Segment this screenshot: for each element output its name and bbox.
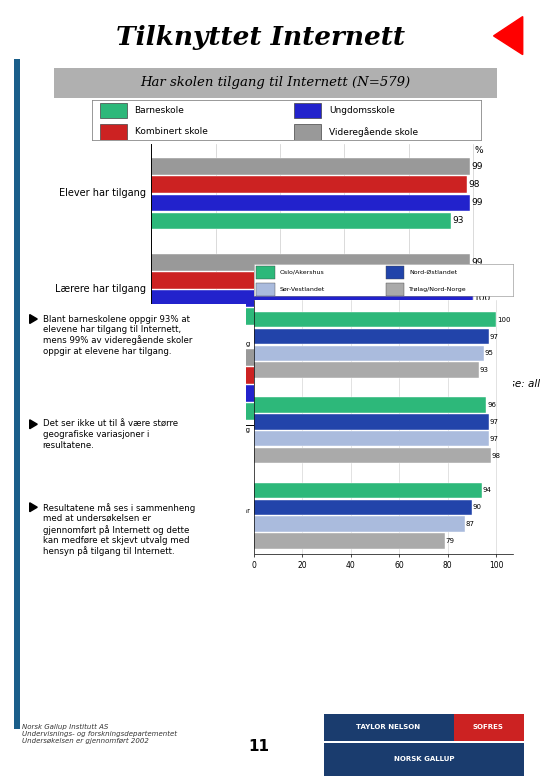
Text: NORSK GALLUP: NORSK GALLUP (394, 757, 454, 763)
Bar (151, 194, 470, 211)
Text: 87: 87 (433, 407, 444, 416)
Text: 99: 99 (471, 257, 483, 267)
Text: Norsk Gallup Institutt AS
Undervisnings- og forskningsdepartementet
Undersøkelse: Norsk Gallup Institutt AS Undervisnings-… (22, 724, 177, 744)
Bar (151, 212, 450, 229)
Text: 11: 11 (249, 739, 269, 754)
Text: 94: 94 (482, 488, 491, 494)
Text: 100: 100 (497, 317, 510, 323)
Text: Trølag/Nord-Norge: Trølag/Nord-Norge (409, 287, 467, 292)
Text: %: % (475, 146, 483, 154)
Text: 94: 94 (455, 389, 467, 398)
Polygon shape (494, 16, 523, 55)
Text: Administrasjon har
tilgang: Administrasjon har tilgang (184, 509, 250, 522)
Text: 79: 79 (446, 538, 455, 544)
Text: 100: 100 (475, 294, 491, 303)
Polygon shape (30, 314, 37, 324)
Text: 98: 98 (468, 180, 480, 190)
Text: 90: 90 (472, 504, 482, 510)
Bar (254, 516, 464, 532)
Bar (151, 290, 473, 307)
Text: Har skolen tilgang til Internett (N=579): Har skolen tilgang til Internett (N=579) (140, 76, 410, 89)
Text: 97: 97 (489, 436, 498, 441)
Bar (151, 367, 441, 384)
Bar (254, 414, 489, 430)
Text: Lærere har tilgang: Lærere har tilgang (185, 427, 250, 433)
Text: 99: 99 (471, 198, 483, 207)
Bar (254, 534, 445, 548)
Text: 90: 90 (442, 371, 454, 380)
Text: Barneskole: Barneskole (134, 106, 185, 115)
Bar (254, 346, 484, 361)
Bar (151, 176, 467, 193)
Bar (254, 312, 496, 328)
Text: 95: 95 (485, 350, 494, 356)
Text: Administrasjon
har tilgang: Administrasjon har tilgang (73, 373, 146, 395)
Bar (254, 397, 487, 413)
Bar (256, 266, 274, 278)
Text: Elever har tilgang: Elever har tilgang (188, 342, 250, 347)
Text: TAYLOR NELSON: TAYLOR NELSON (356, 725, 420, 731)
Polygon shape (30, 503, 37, 512)
Text: 97: 97 (489, 334, 498, 339)
Bar (324, 714, 454, 741)
Text: 87: 87 (465, 521, 474, 527)
Text: 96: 96 (487, 402, 496, 408)
Bar (254, 329, 489, 344)
Text: 98: 98 (468, 275, 480, 285)
Bar (99, 124, 127, 140)
Bar (294, 103, 321, 119)
Text: Det ser ikke ut til å være større
geografiske variasjoner i
resultatene.: Det ser ikke ut til å være større geogra… (43, 420, 178, 449)
Text: 93: 93 (452, 216, 463, 225)
Bar (386, 283, 404, 296)
Text: Ungdomsskole: Ungdomsskole (329, 106, 395, 115)
Bar (254, 363, 479, 378)
Bar (454, 714, 524, 741)
Bar (254, 448, 491, 463)
Bar (324, 743, 524, 776)
Text: Lærere har tilgang: Lærere har tilgang (56, 284, 146, 293)
Bar (254, 483, 482, 498)
Bar (99, 103, 127, 119)
Text: Base: alle: Base: alle (496, 379, 540, 389)
Bar (151, 158, 470, 176)
Text: Sør-Vestlandet: Sør-Vestlandet (280, 287, 325, 292)
Text: 89: 89 (439, 353, 450, 362)
Bar (254, 431, 489, 446)
Text: Tilknyttet Internett: Tilknyttet Internett (116, 24, 405, 50)
Text: Kombinert skole: Kombinert skole (134, 127, 207, 136)
Text: 97: 97 (489, 419, 498, 425)
Text: SOFRES: SOFRES (472, 725, 503, 731)
Bar (151, 254, 470, 271)
Bar (151, 271, 467, 289)
Text: Blant barneskolene oppgir 93% at
elevene har tilgang til Internett,
mens 99% av : Blant barneskolene oppgir 93% at elevene… (43, 314, 192, 356)
Polygon shape (30, 420, 37, 429)
Text: Resultatene må ses i sammenheng
med at undersøkelsen er
gjennomført på Internett: Resultatene må ses i sammenheng med at u… (43, 503, 195, 556)
Text: Oslo/Akershus: Oslo/Akershus (280, 270, 325, 275)
Bar (254, 499, 472, 515)
Text: 93: 93 (480, 367, 489, 373)
Bar (386, 266, 404, 278)
Bar (256, 283, 274, 296)
Text: Nord-Østlandet: Nord-Østlandet (409, 270, 457, 275)
Bar (151, 385, 454, 402)
Text: 99: 99 (471, 162, 483, 172)
Bar (151, 308, 454, 324)
Bar (151, 349, 438, 366)
Bar (151, 403, 431, 420)
Bar (294, 124, 321, 140)
Text: 94: 94 (455, 312, 467, 321)
Text: Elever har tilgang: Elever har tilgang (59, 188, 146, 198)
Text: 98: 98 (492, 452, 501, 459)
Text: Videregående skole: Videregående skole (329, 127, 418, 136)
